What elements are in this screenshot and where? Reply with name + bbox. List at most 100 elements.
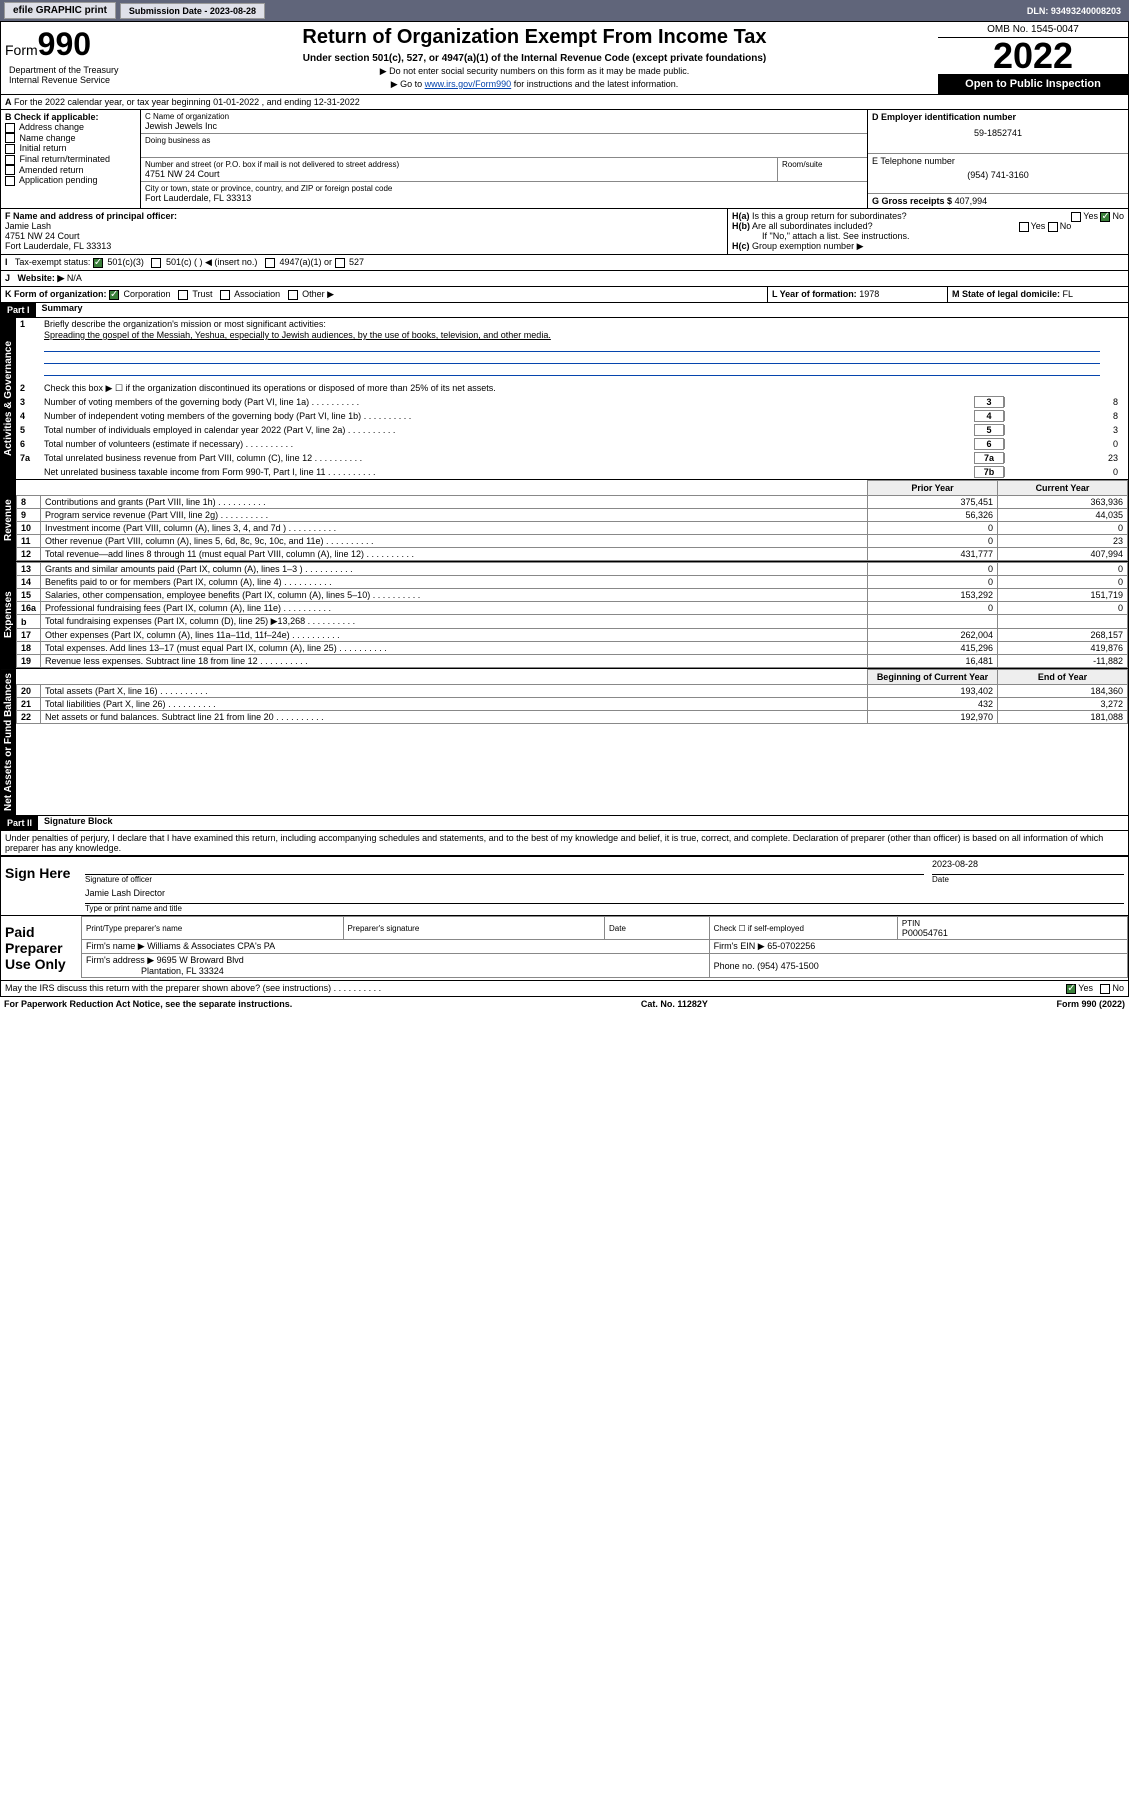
org-name: Jewish Jewels Inc [145, 121, 863, 131]
discuss-row: May the IRS discuss this return with the… [0, 981, 1129, 997]
b-checkbox[interactable] [5, 133, 15, 143]
officer-addr1: 4751 NW 24 Court [5, 231, 80, 241]
sig-officer-label: Signature of officer [85, 875, 924, 884]
footer-mid: Cat. No. 11282Y [641, 999, 708, 1009]
section-i: I Tax-exempt status: 501(c)(3) 501(c) ( … [0, 255, 1129, 271]
officer-addr2: Fort Lauderdale, FL 33313 [5, 241, 111, 251]
c-name-label: C Name of organization [145, 112, 863, 121]
dba-label: Doing business as [145, 136, 863, 145]
sidetab-rev: Revenue [1, 480, 16, 561]
part1-exp: Expenses 13Grants and similar amounts pa… [0, 562, 1129, 669]
part1-bar: Part I [1, 303, 36, 317]
top-toolbar: efile GRAPHIC print Submission Date - 20… [0, 0, 1129, 21]
print-button[interactable]: efile GRAPHIC print [4, 2, 116, 19]
b-checkbox[interactable] [5, 155, 15, 165]
netassets-table: Beginning of Current YearEnd of Year 20T… [16, 669, 1128, 724]
line-a: A For the 2022 calendar year, or tax yea… [0, 95, 1129, 110]
part2-header: Part II Signature Block [0, 816, 1129, 831]
footer-left: For Paperwork Reduction Act Notice, see … [4, 999, 292, 1009]
state-domicile: FL [1063, 289, 1074, 299]
b-label: B Check if applicable: [5, 112, 99, 122]
irs-link[interactable]: www.irs.gov/Form990 [425, 79, 512, 89]
part1-title: Summary [42, 303, 83, 317]
room-label: Room/suite [782, 160, 863, 169]
sidetab-gov: Activities & Governance [1, 318, 16, 479]
b-checkbox[interactable] [5, 123, 15, 133]
submission-date: Submission Date - 2023-08-28 [120, 3, 265, 19]
f-label: F Name and address of principal officer: [5, 211, 177, 221]
hb-yes-checkbox[interactable] [1019, 222, 1029, 232]
paid-preparer-block: Paid Preparer Use Only Print/Type prepar… [0, 916, 1129, 981]
dept-label: Department of the Treasury Internal Reve… [5, 63, 127, 87]
gross-receipts: 407,994 [955, 196, 988, 206]
part2-title: Signature Block [44, 816, 113, 830]
ein: 59-1852741 [872, 128, 1124, 138]
b-checkbox[interactable] [5, 144, 15, 154]
sidetab-net: Net Assets or Fund Balances [1, 669, 16, 815]
footer-right: Form 990 (2022) [1056, 999, 1125, 1009]
sig-name-label: Type or print name and title [85, 904, 1124, 913]
i-label: Tax-exempt status: [15, 257, 91, 267]
i-527-checkbox[interactable] [335, 258, 345, 268]
city: Fort Lauderdale, FL 33313 [145, 193, 863, 203]
street-label: Number and street (or P.O. box if mail i… [145, 160, 773, 169]
discuss-no-checkbox[interactable] [1100, 984, 1110, 994]
k-label: K Form of organization: [5, 289, 107, 299]
part1-gov: Activities & Governance 1Briefly describ… [0, 318, 1129, 480]
form-number: Form990 [5, 26, 127, 63]
sig-date-val: 2023-08-28 [932, 859, 1124, 875]
revenue-table: Prior YearCurrent Year 8Contributions an… [16, 480, 1128, 561]
hb-note: If "No," attach a list. See instructions… [762, 231, 1124, 241]
i-501c-checkbox[interactable] [151, 258, 161, 268]
ha-yes-checkbox[interactable] [1071, 212, 1081, 222]
l1-label: Briefly describe the organization's miss… [44, 319, 1124, 329]
k-checkbox[interactable] [220, 290, 230, 300]
city-label: City or town, state or province, country… [145, 184, 863, 193]
k-checkbox[interactable] [288, 290, 298, 300]
ha-text: Is this a group return for subordinates? [752, 211, 907, 221]
officer-name: Jamie Lash [5, 221, 51, 231]
form-title: Return of Organization Exempt From Incom… [135, 26, 934, 49]
telephone: (954) 741-3160 [872, 170, 1124, 180]
sign-here-label: Sign Here [1, 857, 81, 915]
section-fh: F Name and address of principal officer:… [0, 209, 1129, 255]
sidetab-exp: Expenses [1, 562, 16, 668]
footer: For Paperwork Reduction Act Notice, see … [0, 997, 1129, 1011]
hc-text: Group exemption number ▶ [752, 241, 863, 251]
m-label: M State of legal domicile: [952, 289, 1060, 299]
section-j: J Website: ▶ N/A [0, 271, 1129, 287]
ha-no-checkbox[interactable] [1100, 212, 1110, 222]
sign-here-block: Sign Here Signature of officer 2023-08-2… [0, 856, 1129, 916]
part2-bar: Part II [1, 816, 38, 830]
g-label: G Gross receipts $ [872, 196, 952, 206]
e-label: E Telephone number [872, 156, 1124, 166]
part1-rev: Revenue Prior YearCurrent Year 8Contribu… [0, 480, 1129, 562]
l1-text: Spreading the gospel of the Messiah, Yes… [44, 330, 551, 340]
expenses-table: 13Grants and similar amounts paid (Part … [16, 562, 1128, 668]
l2-text: Check this box ▶ ☐ if the organization d… [44, 383, 1124, 394]
k-checkbox[interactable] [178, 290, 188, 300]
website: N/A [67, 273, 82, 283]
i-501c3-checkbox[interactable] [93, 258, 103, 268]
discuss-yes-checkbox[interactable] [1066, 984, 1076, 994]
dln-label: DLN: 93493240008203 [1027, 6, 1121, 16]
part1-header: Part I Summary [0, 303, 1129, 318]
j-label: Website: ▶ [18, 273, 65, 283]
open-inspection: Open to Public Inspection [938, 74, 1128, 94]
note-link: ▶ Go to www.irs.gov/Form990 for instruct… [135, 79, 934, 90]
hb-text: Are all subordinates included? [752, 221, 873, 231]
hb-no-checkbox[interactable] [1048, 222, 1058, 232]
paid-preparer-label: Paid Preparer Use Only [1, 916, 81, 980]
b-checkbox[interactable] [5, 176, 15, 186]
form-header: Form990 Department of the Treasury Inter… [0, 21, 1129, 95]
b-checkbox[interactable] [5, 165, 15, 175]
note-ssn: ▶ Do not enter social security numbers o… [135, 66, 934, 77]
part1-net: Net Assets or Fund Balances Beginning of… [0, 669, 1129, 816]
street: 4751 NW 24 Court [145, 169, 773, 179]
k-checkbox[interactable] [109, 290, 119, 300]
sig-name: Jamie Lash Director [85, 888, 1124, 904]
i-4947-checkbox[interactable] [265, 258, 275, 268]
sig-date-label: Date [932, 875, 1124, 884]
d-label: D Employer identification number [872, 112, 1016, 122]
section-klm: K Form of organization: Corporation Trus… [0, 287, 1129, 303]
